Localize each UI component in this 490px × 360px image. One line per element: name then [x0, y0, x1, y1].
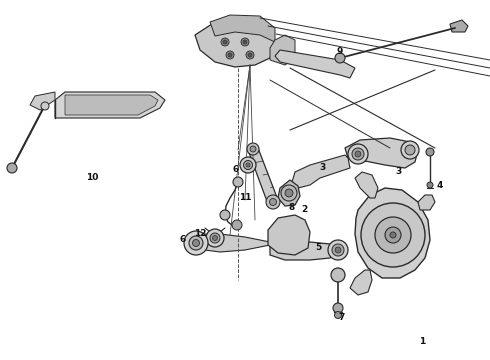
Circle shape	[248, 53, 252, 57]
Polygon shape	[65, 95, 158, 115]
Circle shape	[240, 157, 256, 173]
Text: 4: 4	[437, 180, 443, 189]
Circle shape	[266, 195, 280, 209]
Circle shape	[333, 303, 343, 313]
Circle shape	[335, 311, 342, 319]
Circle shape	[210, 233, 220, 243]
Text: 3: 3	[319, 163, 325, 172]
Circle shape	[281, 185, 297, 201]
Circle shape	[228, 53, 232, 57]
Polygon shape	[350, 270, 372, 295]
Circle shape	[285, 189, 293, 197]
Circle shape	[223, 40, 227, 44]
Polygon shape	[345, 138, 418, 168]
Polygon shape	[355, 172, 378, 198]
Circle shape	[246, 163, 250, 167]
Circle shape	[427, 182, 433, 188]
Polygon shape	[248, 148, 278, 204]
Circle shape	[206, 229, 224, 247]
Text: 1: 1	[419, 338, 425, 346]
Circle shape	[247, 143, 259, 155]
Circle shape	[375, 217, 411, 253]
Circle shape	[226, 51, 234, 59]
Circle shape	[335, 53, 345, 63]
Text: 3: 3	[395, 167, 401, 176]
Text: 5: 5	[315, 243, 321, 252]
Circle shape	[401, 141, 419, 159]
Polygon shape	[268, 215, 310, 255]
Text: 10: 10	[86, 174, 98, 183]
Polygon shape	[195, 234, 270, 252]
Circle shape	[7, 163, 17, 173]
Circle shape	[390, 232, 396, 238]
Circle shape	[232, 220, 242, 230]
Circle shape	[193, 239, 199, 247]
Text: 8: 8	[289, 203, 295, 212]
Text: 2: 2	[301, 206, 307, 215]
Circle shape	[41, 102, 49, 110]
Circle shape	[184, 231, 208, 255]
Circle shape	[385, 227, 401, 243]
Circle shape	[361, 203, 425, 267]
Circle shape	[250, 146, 256, 152]
Text: 12: 12	[194, 230, 206, 238]
Polygon shape	[30, 92, 55, 110]
Circle shape	[213, 235, 218, 240]
Polygon shape	[450, 20, 468, 32]
Circle shape	[328, 240, 348, 260]
Polygon shape	[418, 195, 435, 210]
Circle shape	[243, 40, 247, 44]
Text: 7: 7	[339, 314, 345, 323]
Circle shape	[348, 144, 368, 164]
Circle shape	[221, 38, 229, 46]
Polygon shape	[292, 155, 350, 188]
Polygon shape	[55, 92, 165, 118]
Circle shape	[189, 236, 203, 250]
Polygon shape	[278, 180, 300, 206]
Circle shape	[405, 145, 415, 155]
Circle shape	[335, 247, 341, 253]
Text: 6: 6	[233, 166, 239, 175]
Text: 11: 11	[239, 193, 251, 202]
Circle shape	[426, 148, 434, 156]
Circle shape	[246, 51, 254, 59]
Text: 6: 6	[180, 235, 186, 244]
Circle shape	[244, 161, 252, 170]
Polygon shape	[275, 50, 355, 78]
Circle shape	[270, 198, 276, 206]
Circle shape	[233, 177, 243, 187]
Circle shape	[220, 210, 230, 220]
Polygon shape	[210, 15, 275, 42]
Circle shape	[355, 151, 361, 157]
Polygon shape	[195, 20, 275, 67]
Polygon shape	[355, 188, 430, 278]
Circle shape	[241, 38, 249, 46]
Circle shape	[332, 244, 344, 256]
Circle shape	[331, 268, 345, 282]
Text: 9: 9	[337, 48, 343, 57]
Circle shape	[352, 148, 364, 160]
Polygon shape	[270, 35, 295, 65]
Polygon shape	[270, 240, 338, 260]
